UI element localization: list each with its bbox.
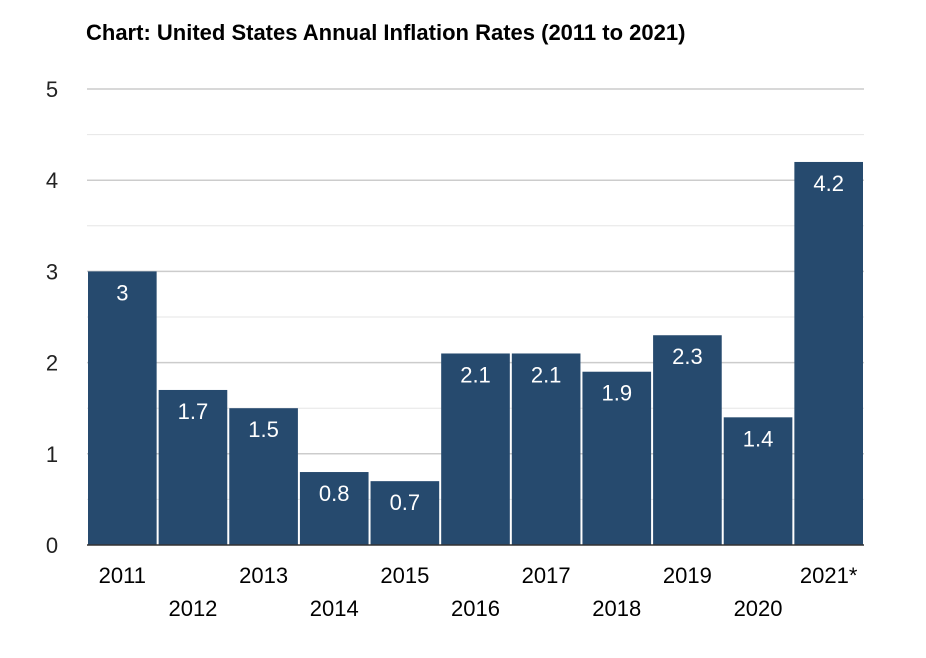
bar-2016 bbox=[441, 353, 510, 545]
y-tick-label: 2 bbox=[46, 351, 58, 376]
x-tick-label: 2020 bbox=[734, 596, 783, 621]
bar-2012 bbox=[158, 389, 228, 545]
data-label: 1.4 bbox=[743, 426, 774, 451]
x-tick-label: 2011 bbox=[99, 563, 146, 588]
data-label: 2.1 bbox=[460, 362, 491, 387]
y-tick-label: 0 bbox=[46, 533, 58, 558]
bar-2014 bbox=[299, 472, 369, 545]
bar-2019 bbox=[653, 335, 722, 545]
bar-2021 bbox=[794, 161, 863, 545]
bars bbox=[88, 161, 863, 545]
y-tick-label: 5 bbox=[46, 77, 58, 102]
data-label: 0.7 bbox=[390, 490, 421, 515]
x-tick-label: 2016 bbox=[451, 596, 500, 621]
data-label: 4.2 bbox=[813, 171, 844, 196]
x-axis: 2011 2012 2013 2014 2015 2016 2017 2018 2019 2020… bbox=[99, 563, 858, 621]
data-label: 3 bbox=[116, 280, 128, 305]
bar-2013 bbox=[229, 408, 298, 545]
data-label: 1.9 bbox=[601, 381, 632, 406]
bar-2015 bbox=[370, 481, 440, 545]
data-labels: 3 1.7 1.5 0.8 0.7 2.1 2.1 1.9 2.3 1.4 4.2 bbox=[116, 171, 844, 515]
y-tick-label: 1 bbox=[46, 442, 58, 467]
data-label: 1.5 bbox=[248, 417, 279, 442]
bar-2011 bbox=[88, 271, 157, 545]
x-tick-label: 2012 bbox=[168, 596, 217, 621]
x-tick-label: 2019 bbox=[663, 563, 712, 588]
data-label: 0.8 bbox=[319, 481, 350, 506]
x-tick-label: 2021* bbox=[800, 563, 858, 588]
x-tick-label: 2018 bbox=[592, 596, 641, 621]
x-tick-label: 2014 bbox=[310, 596, 359, 621]
bar-2017 bbox=[511, 353, 581, 545]
bar-2018 bbox=[582, 371, 652, 545]
bar-2020 bbox=[723, 417, 793, 545]
x-tick-label: 2013 bbox=[239, 563, 288, 588]
data-label: 2.3 bbox=[672, 344, 703, 369]
x-tick-label: 2017 bbox=[522, 563, 571, 588]
data-label: 2.1 bbox=[531, 362, 562, 387]
y-axis: 0 1 2 3 4 5 bbox=[46, 77, 58, 558]
y-tick-label: 4 bbox=[46, 168, 58, 193]
y-tick-label: 3 bbox=[46, 259, 58, 284]
data-label: 1.7 bbox=[178, 399, 209, 424]
chart-title: Chart: United States Annual Inflation Ra… bbox=[86, 20, 686, 45]
x-tick-label: 2015 bbox=[380, 563, 429, 588]
